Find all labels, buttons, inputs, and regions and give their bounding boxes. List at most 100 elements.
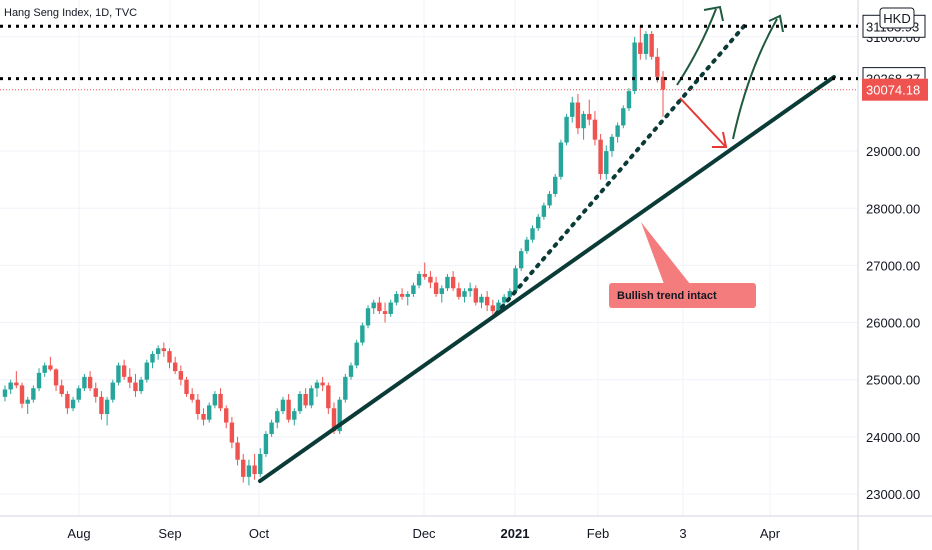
- annotation-text: Bullish trend intact: [617, 290, 717, 302]
- candle: [19, 382, 25, 409]
- candle: [513, 265, 518, 294]
- candle: [224, 405, 229, 429]
- candle: [445, 273, 450, 292]
- candle: [36, 368, 42, 392]
- x-axis-label: 2021: [501, 526, 530, 541]
- candle: [303, 388, 308, 409]
- candle: [292, 408, 297, 426]
- candle: [649, 31, 654, 60]
- candle: [235, 436, 240, 466]
- candle: [252, 453, 257, 480]
- y-tick-label: 28000.00: [866, 201, 920, 216]
- candle: [110, 379, 115, 403]
- candle: [365, 305, 371, 329]
- candle: [462, 288, 467, 303]
- x-axis-label: 3: [679, 526, 686, 541]
- candle: [643, 31, 649, 60]
- candle: [48, 356, 53, 372]
- candle: [14, 371, 19, 389]
- candle: [104, 396, 110, 426]
- candle: [178, 365, 184, 386]
- candle: [655, 48, 660, 83]
- candle: [433, 276, 439, 297]
- candle: [65, 391, 70, 414]
- candle: [269, 419, 274, 437]
- currency-label: HKD: [883, 11, 910, 26]
- candle: [626, 88, 632, 112]
- candle: [473, 285, 479, 306]
- candle: [553, 173, 558, 197]
- x-axis-label: Aug: [67, 526, 90, 541]
- candle: [581, 111, 586, 140]
- candles: [2, 25, 666, 486]
- y-tick-label: 29000.00: [866, 144, 920, 159]
- y-tick-label: 26000.00: [866, 316, 920, 331]
- candle: [155, 345, 161, 360]
- candle: [195, 393, 201, 420]
- candle: [229, 416, 235, 449]
- candle: [558, 139, 564, 180]
- candle: [394, 291, 399, 306]
- trend-drawings: [258, 5, 836, 483]
- candle: [184, 376, 189, 397]
- candle: [99, 391, 104, 420]
- chart-symbol-header: Hang Seng Index, 1D, TVC: [4, 7, 137, 19]
- candle: [167, 348, 172, 369]
- candle: [598, 133, 603, 180]
- candle: [207, 402, 212, 423]
- candle: [127, 368, 132, 389]
- candle: [541, 202, 547, 220]
- candle: [70, 396, 76, 412]
- candle: [609, 133, 615, 157]
- x-axis-label: Oct: [249, 526, 270, 541]
- currency-badge[interactable]: HKD: [879, 7, 915, 29]
- candle: [263, 431, 269, 457]
- candle: [638, 25, 643, 60]
- candle: [405, 291, 410, 306]
- y-tick-label: 27000.00: [866, 258, 920, 273]
- candle: [382, 302, 388, 323]
- candle: [524, 236, 530, 254]
- candle: [42, 362, 47, 377]
- candle: [564, 113, 569, 146]
- bearish-arrow: [679, 97, 726, 147]
- candle: [25, 396, 30, 414]
- candle: [87, 371, 93, 392]
- candle: [246, 459, 252, 486]
- candle: [314, 379, 320, 397]
- candle: [343, 373, 348, 403]
- candle: [439, 285, 444, 303]
- candle: [309, 385, 314, 409]
- y-tick-label: 25000.00: [866, 373, 920, 388]
- candle: [371, 299, 376, 314]
- candle: [76, 385, 81, 403]
- bullish-arrow-2: [732, 18, 778, 140]
- x-axis-label: Apr: [760, 526, 781, 541]
- candle: [31, 385, 36, 403]
- candle: [479, 293, 484, 309]
- x-axis-label: Feb: [587, 526, 609, 541]
- candle: [348, 362, 354, 380]
- candle: [161, 342, 167, 357]
- candle: [53, 368, 59, 392]
- candle: [604, 145, 609, 180]
- candle: [258, 448, 263, 477]
- candle: [377, 296, 382, 314]
- candle: [212, 391, 218, 409]
- x-axis-labels: Aug Sep Oct Dec 2021 Feb 3 Apr: [67, 526, 780, 541]
- candle: [337, 396, 342, 434]
- candle: [286, 393, 291, 423]
- candle: [570, 96, 575, 123]
- candle: [467, 282, 473, 297]
- candle: [218, 388, 223, 412]
- candle: [326, 382, 331, 414]
- bearish-arrow-head: [712, 131, 728, 148]
- x-axis-label: Dec: [412, 526, 436, 541]
- annotation-callout: Bullish trend intact: [609, 222, 756, 308]
- candle: [490, 299, 496, 317]
- candle: [428, 271, 433, 289]
- candle: [320, 376, 325, 392]
- candle: [615, 122, 620, 143]
